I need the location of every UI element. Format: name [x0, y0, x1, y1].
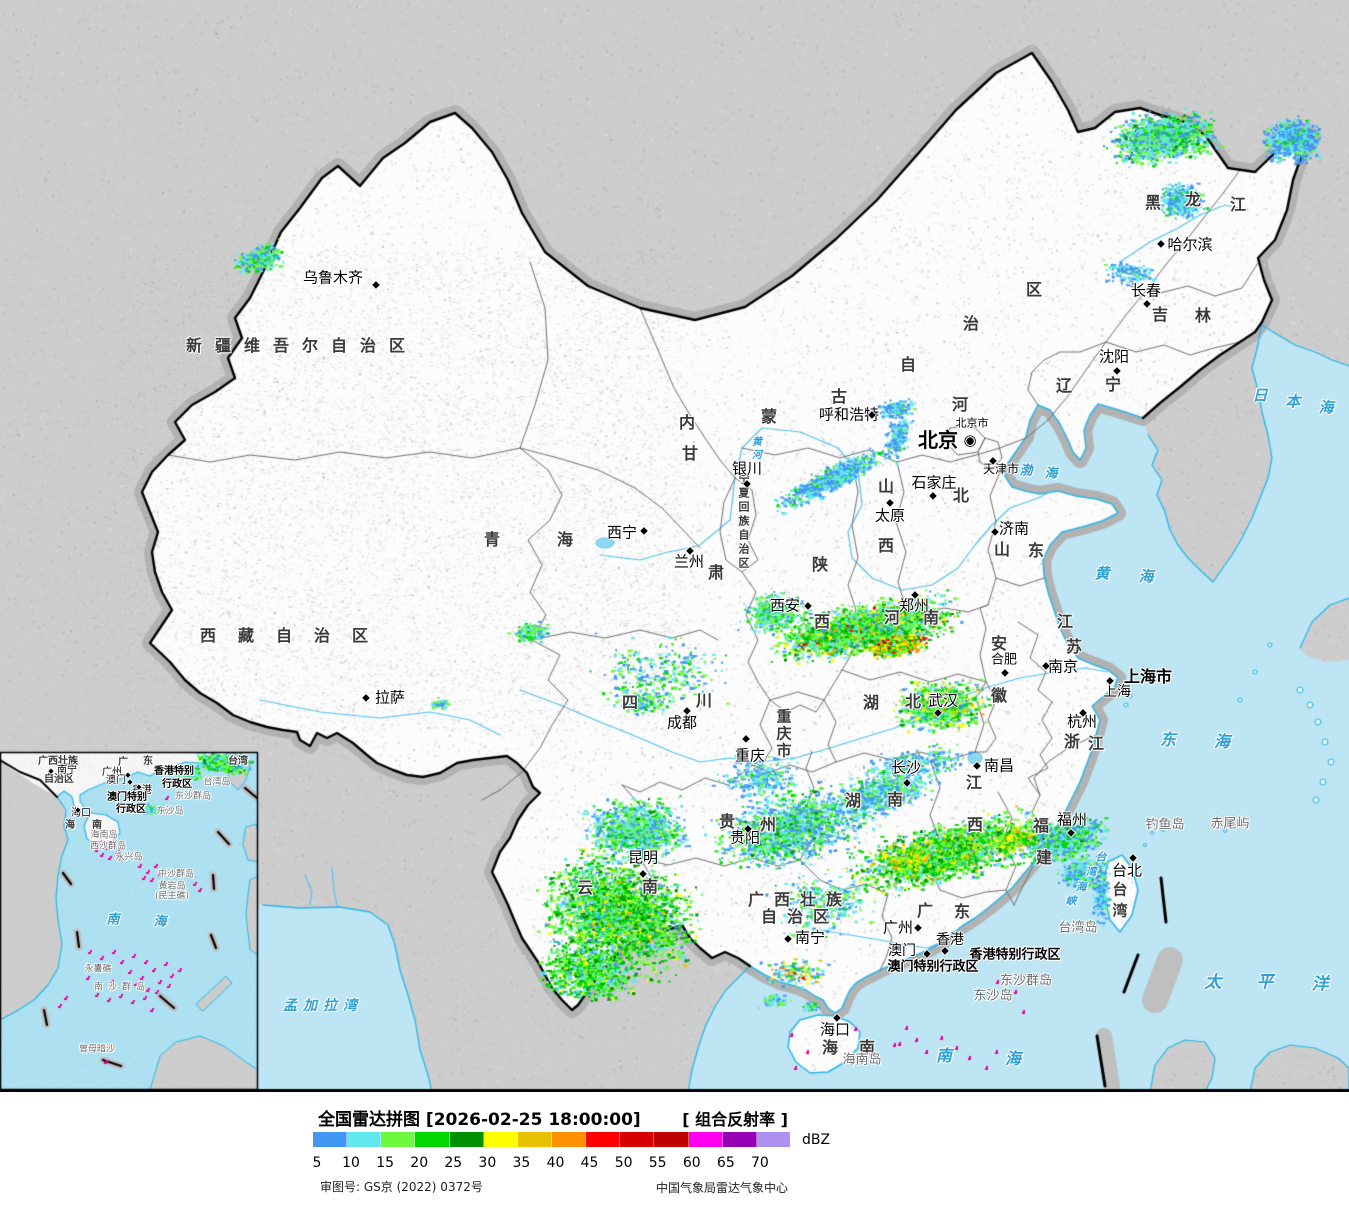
- scale-value: 35: [512, 1155, 531, 1171]
- legend-unit: dBZ: [802, 1132, 831, 1148]
- colorbar-block-60: [688, 1132, 723, 1147]
- scale-value: 15: [376, 1155, 395, 1171]
- map-approval-number: 审图号: GS京 (2022) 0372号: [320, 1180, 483, 1194]
- scale-value: 50: [614, 1155, 633, 1171]
- scale-value: 30: [478, 1155, 497, 1171]
- scale-value: 5: [312, 1155, 322, 1171]
- colorbar-block-40: [551, 1132, 587, 1147]
- china-radar-map: 新疆维吾尔自治区 西藏自治区青海甘肃内蒙古自治区宁夏回族自治区陕西山西河北山东河南…: [0, 0, 1349, 1092]
- scale-value: 25: [444, 1155, 463, 1171]
- map-canvas: [0, 0, 1349, 1092]
- colorbar-block-65: [722, 1132, 757, 1147]
- legend-panel: 全国雷达拼图 [2026-02-25 18:00:00] [ 组合反射率 ] d…: [0, 1092, 1349, 1208]
- colorbar-block-45: [586, 1132, 621, 1147]
- scale-value: 65: [716, 1155, 735, 1171]
- scale-labels: 5 10 15 20 25 30 35 40 45 50 55 60 65 70: [0, 1092, 1349, 1208]
- colorbar-block-15: [381, 1132, 416, 1147]
- colorbar-block-70: [756, 1132, 790, 1147]
- reflectivity-colorbar: [313, 1132, 790, 1147]
- scale-value: 45: [580, 1155, 599, 1171]
- scale-value: 55: [648, 1155, 667, 1171]
- scale-value: 40: [546, 1155, 565, 1171]
- colorbar-block-30: [483, 1132, 518, 1147]
- colorbar-block-50: [620, 1132, 655, 1147]
- colorbar-block-35: [517, 1132, 552, 1147]
- colorbar-block-25: [449, 1132, 484, 1147]
- scale-value: 20: [410, 1155, 429, 1171]
- credit-organization: 中国气象局雷达气象中心: [655, 1181, 788, 1195]
- scale-value: 60: [682, 1155, 701, 1171]
- legend-product-label: [ 组合反射率 ]: [682, 1110, 788, 1129]
- scale-value: 10: [342, 1155, 360, 1171]
- colorbar-block-10: [347, 1132, 382, 1147]
- colorbar-block-20: [415, 1132, 450, 1147]
- colorbar-block-55: [654, 1132, 689, 1147]
- legend-title: 全国雷达拼图 [2026-02-25 18:00:00]: [318, 1110, 641, 1130]
- colorbar-block-5: [313, 1132, 348, 1147]
- scale-value: 70: [750, 1155, 769, 1171]
